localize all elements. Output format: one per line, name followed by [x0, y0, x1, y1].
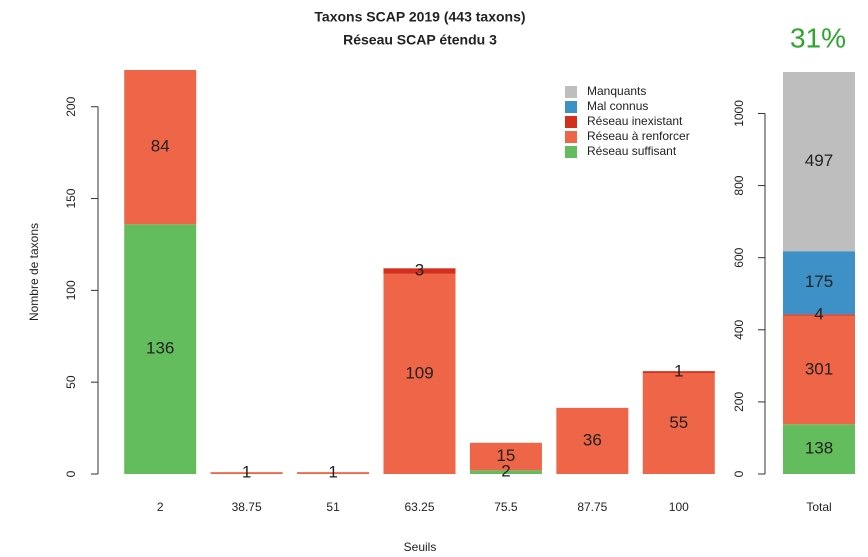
- y-tick-label: 200: [64, 96, 78, 116]
- y-tick-label: 200: [732, 392, 746, 412]
- x-axis-label: Seuils: [404, 540, 437, 554]
- data-label: 36: [583, 430, 602, 449]
- y-tick-label: 800: [732, 175, 746, 195]
- data-label: 55: [669, 413, 688, 432]
- y-tick-label: 50: [64, 375, 78, 389]
- data-label: 497: [805, 151, 833, 170]
- y-tick-label: 0: [64, 470, 78, 477]
- chart-title: Taxons SCAP 2019 (443 taxons): [314, 9, 525, 25]
- legend-swatch: [565, 146, 577, 158]
- bar-segment: [210, 472, 283, 474]
- data-label: 84: [151, 137, 170, 156]
- data-label: 109: [405, 363, 433, 382]
- chart-subtitle: Réseau SCAP étendu 3: [343, 32, 497, 48]
- bar-segment: [383, 273, 456, 474]
- bar-segment: [124, 70, 197, 225]
- bar-segment: [783, 424, 855, 474]
- bar-segment: [783, 314, 855, 316]
- y-tick-label: 0: [732, 470, 746, 477]
- data-label: 4: [814, 304, 823, 323]
- x-tick-label: 38.75: [232, 500, 262, 514]
- bar-segment: [642, 371, 715, 373]
- bar-segment: [469, 470, 542, 474]
- y-axis-label: Nombre de taxons: [27, 223, 41, 321]
- bar-segment: [556, 407, 629, 474]
- legend-swatch: [565, 116, 577, 128]
- y-tick-label: 150: [64, 188, 78, 208]
- data-label: 1: [242, 463, 251, 482]
- x-tick-label: Total: [806, 500, 831, 514]
- y-tick-label: 600: [732, 247, 746, 267]
- x-tick-label: 51: [326, 500, 340, 514]
- data-label: 3: [415, 261, 424, 280]
- bar-segment: [783, 72, 855, 252]
- x-tick-label: 87.75: [577, 500, 607, 514]
- legend-label: Mal connus: [587, 99, 648, 113]
- legend-label: Réseau inexistant: [587, 114, 683, 128]
- x-tick-label: 2: [157, 500, 164, 514]
- x-tick-label: 100: [669, 500, 689, 514]
- x-tick-label: 63.25: [404, 500, 434, 514]
- annotation: 31%: [790, 22, 846, 53]
- bar-segment: [469, 442, 542, 471]
- y-tick-label: 400: [732, 319, 746, 339]
- legend-label: Réseau à renforcer: [587, 129, 690, 143]
- bar-segment: [783, 251, 855, 315]
- legend-swatch: [565, 131, 577, 143]
- data-label: 1: [328, 463, 337, 482]
- legend-swatch: [565, 101, 577, 113]
- data-label: 136: [146, 339, 174, 358]
- data-label: 15: [496, 446, 515, 465]
- y-tick-label: 1000: [732, 100, 746, 127]
- data-label: 175: [805, 272, 833, 291]
- bar-segment: [783, 315, 855, 425]
- bar-segment: [383, 268, 456, 274]
- legend-swatch: [565, 86, 577, 98]
- legend-label: Réseau suffisant: [587, 144, 677, 158]
- y-tick-label: 100: [64, 280, 78, 300]
- data-label: 2: [501, 462, 510, 481]
- bar-segment: [642, 373, 715, 474]
- bar-segment: [297, 472, 370, 474]
- data-label: 138: [805, 439, 833, 458]
- data-label: 1: [674, 362, 683, 381]
- x-tick-label: 75.5: [494, 500, 518, 514]
- bar-segment: [124, 224, 197, 474]
- legend-label: Manquants: [587, 84, 646, 98]
- data-label: 301: [805, 359, 833, 378]
